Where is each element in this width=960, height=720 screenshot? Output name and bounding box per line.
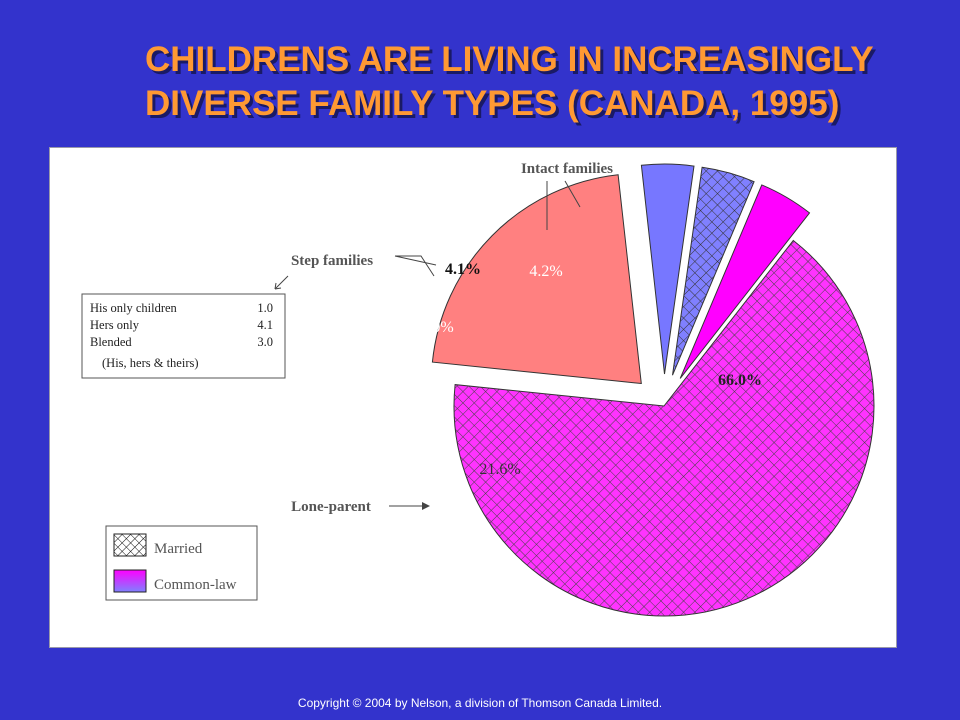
pie-chart: 66.0% 21.6% 4.0% 4.1% 4.2% Intact famili… <box>81 161 875 617</box>
breakdown-row-label: Blended <box>90 335 132 349</box>
slice-label-step-married: 4.1% <box>445 261 481 278</box>
slice-label-lone-parent: 21.6% <box>479 461 520 478</box>
pie-slice-step-common-law <box>640 163 695 375</box>
intact-families-leader-line-2 <box>564 180 581 208</box>
legend-label-common-law: Common-law <box>154 577 237 593</box>
pie-slices <box>431 163 875 617</box>
breakdown-row-label: His only children <box>90 301 178 315</box>
slide-title-line-2: DIVERSE FAMILY TYPES (CANADA, 1995) <box>145 84 840 123</box>
step-breakdown-pointer-head <box>274 282 282 290</box>
slide-title: CHILDRENS ARE LIVING IN INCREASINGLY DIV… <box>145 38 945 126</box>
legend-swatch-married <box>113 533 147 557</box>
slide-title-line-1: CHILDRENS ARE LIVING IN INCREASINGLY <box>145 40 874 79</box>
breakdown-row-value: 3.0 <box>257 335 273 349</box>
step-families-leader-line-2 <box>394 255 437 266</box>
chart-panel: 66.0% 21.6% 4.0% 4.1% 4.2% Intact famili… <box>49 147 897 648</box>
breakdown-row-value: 4.1 <box>257 318 273 332</box>
step-families-leader-line <box>395 255 435 277</box>
breakdown-note: (His, hers & theirs) <box>102 356 199 370</box>
step-breakdown-box: His only children 1.0 Hers only 4.1 Blen… <box>81 293 286 379</box>
breakdown-row-value: 1.0 <box>257 301 273 315</box>
copyright-footer: Copyright © 2004 by Nelson, a division o… <box>297 696 663 710</box>
lone-parent-arrow-head <box>422 502 430 510</box>
legend-label-married: Married <box>154 541 203 557</box>
slice-label-intact-common-law: 4.2% <box>529 263 562 280</box>
pie-slice-step-married <box>672 166 755 376</box>
slice-label-intact-married: 66.0% <box>718 372 762 389</box>
slice-label-step-common-law: 4.0% <box>420 319 453 336</box>
group-label-intact-families: Intact families <box>521 161 613 177</box>
pie-slice-intact-common-law <box>679 184 811 379</box>
step-breakdown-pointer <box>274 275 289 290</box>
group-label-lone-parent: Lone-parent <box>291 499 371 515</box>
chart-legend: Married Common-law <box>105 525 258 601</box>
breakdown-row-label: Hers only <box>90 318 140 332</box>
pie-slice-intact-married <box>453 239 875 617</box>
group-label-step-families: Step families <box>291 253 373 269</box>
legend-swatch-common-law <box>113 569 147 593</box>
pie-slice-lone-parent <box>431 174 642 385</box>
